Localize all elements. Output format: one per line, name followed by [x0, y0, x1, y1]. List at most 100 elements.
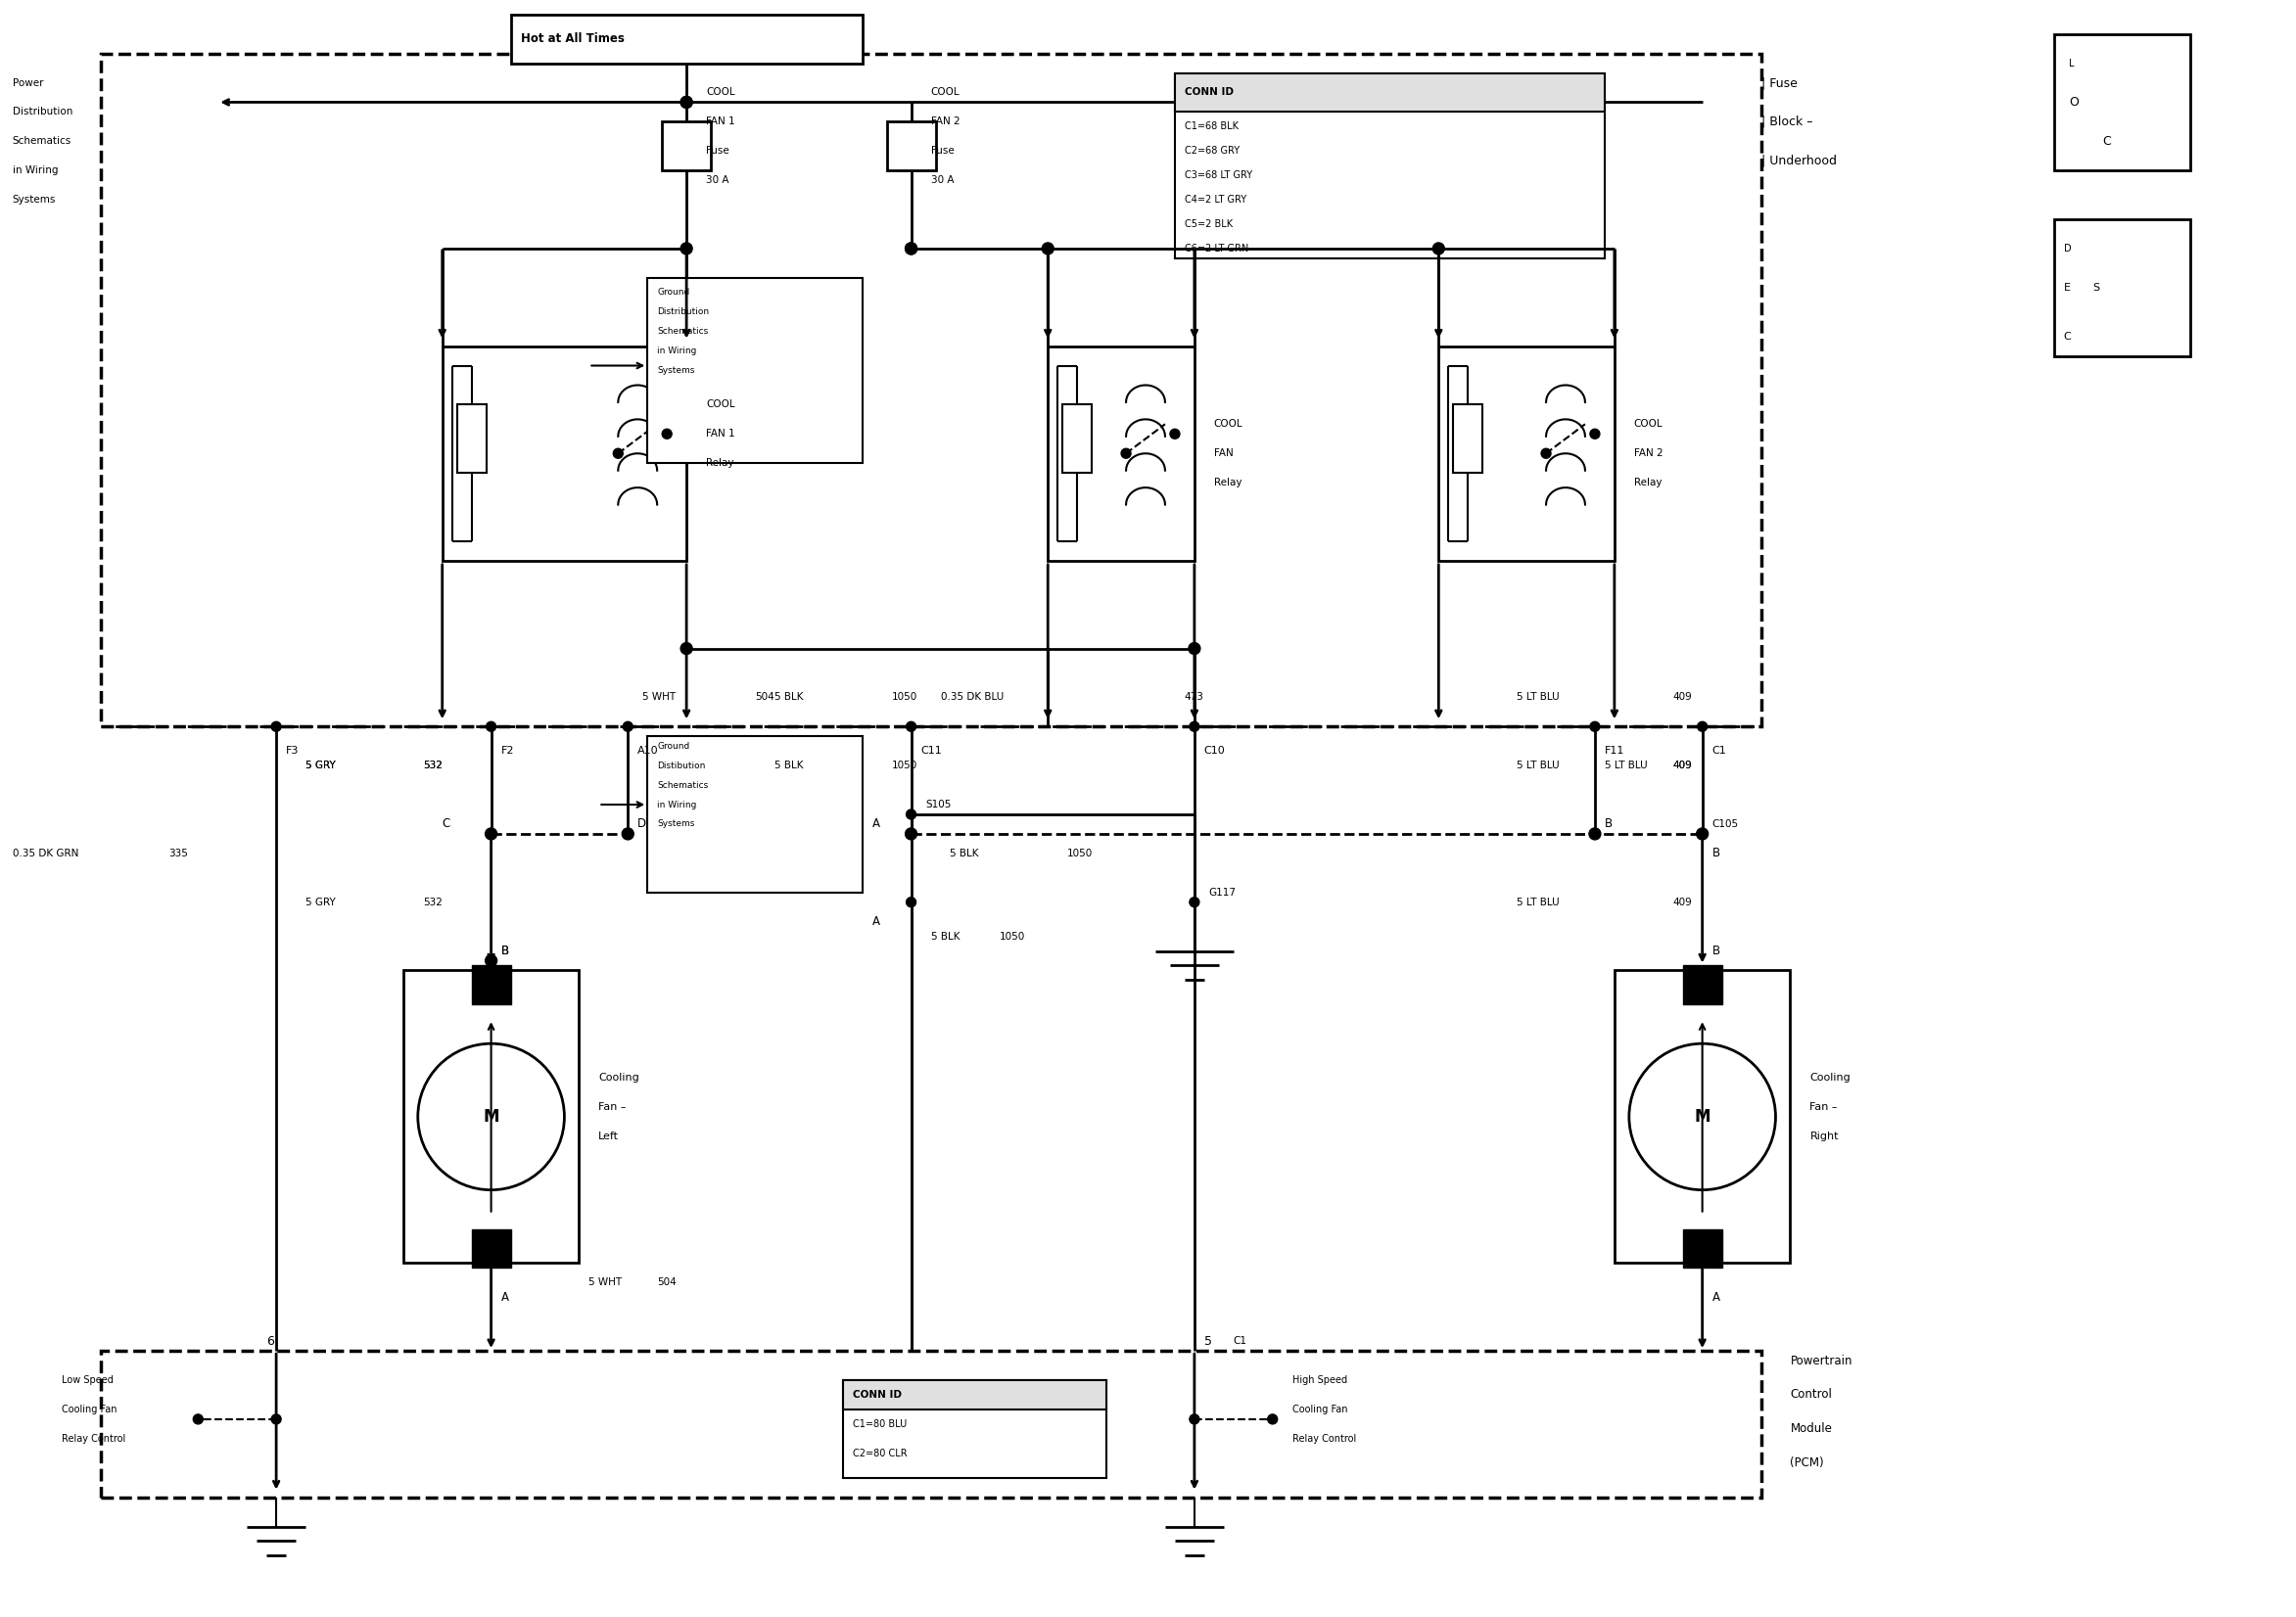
- Text: 0.35 DK BLU: 0.35 DK BLU: [941, 692, 1003, 702]
- Bar: [1614, 970, 1791, 1263]
- Text: 532: 532: [422, 760, 443, 770]
- Text: Schematics: Schematics: [11, 136, 71, 146]
- Text: Right: Right: [1809, 1132, 1839, 1142]
- Text: C2=80 CLR: C2=80 CLR: [852, 1449, 907, 1459]
- Circle shape: [1591, 721, 1600, 731]
- Text: 532: 532: [422, 897, 443, 907]
- Text: A: A: [872, 915, 879, 928]
- Text: Fan –: Fan –: [599, 1103, 627, 1112]
- Circle shape: [271, 721, 280, 731]
- Text: D: D: [638, 818, 647, 831]
- Text: S105: S105: [925, 800, 951, 810]
- Text: Systems: Systems: [657, 365, 696, 375]
- Text: Ground: Ground: [657, 288, 689, 298]
- Text: Schematics: Schematics: [657, 327, 709, 336]
- Circle shape: [1189, 1415, 1199, 1425]
- Text: C5=2 BLK: C5=2 BLK: [1185, 220, 1233, 230]
- Text: A: A: [501, 1290, 510, 1303]
- Circle shape: [680, 243, 693, 254]
- Text: Distribution: Distribution: [657, 307, 709, 317]
- Text: 409: 409: [1674, 760, 1692, 770]
- Text: Relay Control: Relay Control: [62, 1434, 126, 1444]
- Text: A: A: [1713, 1290, 1720, 1303]
- Circle shape: [680, 642, 693, 655]
- Circle shape: [907, 810, 916, 820]
- Bar: [101, 1350, 1761, 1497]
- Bar: [1047, 346, 1194, 561]
- Circle shape: [484, 954, 496, 967]
- Text: D: D: [2064, 244, 2071, 254]
- Text: | Block –: | Block –: [1761, 115, 1812, 128]
- Bar: [1453, 404, 1483, 472]
- Circle shape: [1189, 721, 1199, 731]
- Text: 5 LT BLU: 5 LT BLU: [1518, 760, 1559, 770]
- Text: COOL: COOL: [705, 399, 735, 409]
- Bar: [2055, 220, 2190, 356]
- Text: Power: Power: [11, 78, 44, 87]
- Text: 1050: 1050: [999, 931, 1024, 941]
- Text: Left: Left: [599, 1132, 620, 1142]
- Bar: [1440, 346, 1614, 561]
- Text: Relay: Relay: [705, 458, 735, 467]
- Text: C1=80 BLU: C1=80 BLU: [852, 1420, 907, 1429]
- Text: Ground: Ground: [657, 742, 689, 750]
- Text: 5 LT BLU: 5 LT BLU: [1518, 692, 1559, 702]
- Text: | Underhood: | Underhood: [1761, 154, 1837, 167]
- Text: 5 BLK: 5 BLK: [774, 760, 804, 770]
- Circle shape: [905, 243, 916, 254]
- Text: C2=68 GRY: C2=68 GRY: [1185, 146, 1240, 155]
- Text: Cooling Fan: Cooling Fan: [1293, 1405, 1348, 1415]
- Text: CONN ID: CONN ID: [852, 1391, 902, 1400]
- Text: C: C: [443, 818, 450, 831]
- Text: A: A: [872, 818, 879, 831]
- Text: 473: 473: [1185, 692, 1203, 702]
- Text: 504: 504: [657, 1277, 677, 1287]
- Text: Relay: Relay: [1635, 477, 1662, 488]
- Text: C1: C1: [1233, 1336, 1247, 1345]
- Text: C10: C10: [1203, 745, 1226, 755]
- Text: G117: G117: [1210, 888, 1238, 897]
- Text: FAN 2: FAN 2: [930, 116, 960, 126]
- Text: High Speed: High Speed: [1293, 1376, 1348, 1386]
- Circle shape: [1267, 1415, 1277, 1425]
- Bar: [1176, 73, 1605, 112]
- Text: in Wiring: in Wiring: [657, 800, 696, 808]
- Text: 5 LT BLU: 5 LT BLU: [1518, 897, 1559, 907]
- Text: 504: 504: [755, 692, 774, 702]
- Text: Fuse: Fuse: [930, 146, 953, 155]
- Bar: [843, 1381, 1107, 1410]
- Text: Module: Module: [1791, 1423, 1832, 1436]
- Text: C1=68 BLK: C1=68 BLK: [1185, 121, 1238, 131]
- Text: 1050: 1050: [1068, 849, 1093, 859]
- Text: Systems: Systems: [11, 196, 55, 205]
- Text: Low Speed: Low Speed: [62, 1376, 113, 1386]
- Bar: [886, 121, 934, 170]
- Text: C3=68 LT GRY: C3=68 LT GRY: [1185, 170, 1251, 179]
- Text: 5 BLK: 5 BLK: [930, 931, 960, 941]
- Text: 409: 409: [1674, 692, 1692, 702]
- Text: E: E: [2064, 283, 2071, 293]
- Text: COOL: COOL: [1215, 419, 1242, 429]
- Circle shape: [661, 429, 673, 438]
- Text: in Wiring: in Wiring: [657, 346, 696, 356]
- Text: O: O: [2069, 95, 2078, 108]
- Text: FAN: FAN: [1215, 448, 1233, 458]
- Text: 5: 5: [1203, 1334, 1212, 1347]
- Bar: [647, 736, 863, 893]
- Circle shape: [905, 243, 916, 254]
- Text: 0.35 DK GRN: 0.35 DK GRN: [11, 849, 78, 859]
- Text: Fan –: Fan –: [1809, 1103, 1837, 1112]
- Bar: [1683, 1229, 1722, 1268]
- Text: FAN 1: FAN 1: [705, 429, 735, 438]
- Circle shape: [622, 721, 634, 731]
- Text: A10: A10: [638, 745, 659, 755]
- Text: Distibution: Distibution: [657, 762, 705, 770]
- Text: C1: C1: [1713, 745, 1727, 755]
- Text: 6: 6: [266, 1334, 273, 1347]
- Text: F2: F2: [501, 745, 514, 755]
- Text: C105: C105: [1713, 820, 1738, 830]
- Circle shape: [1171, 429, 1180, 438]
- Text: COOL: COOL: [930, 87, 960, 97]
- Text: C11: C11: [921, 745, 941, 755]
- Text: 1050: 1050: [891, 760, 918, 770]
